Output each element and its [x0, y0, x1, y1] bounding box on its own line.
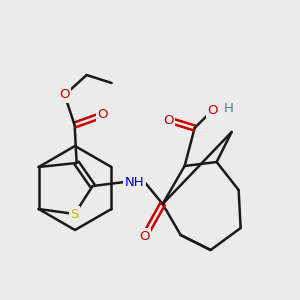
Text: O: O: [98, 109, 108, 122]
Text: O: O: [140, 230, 150, 242]
Text: O: O: [164, 113, 174, 127]
Text: NH: NH: [125, 176, 144, 188]
Text: O: O: [207, 103, 218, 116]
Text: H: H: [224, 101, 234, 115]
Text: O: O: [59, 88, 70, 101]
Text: S: S: [70, 208, 79, 220]
